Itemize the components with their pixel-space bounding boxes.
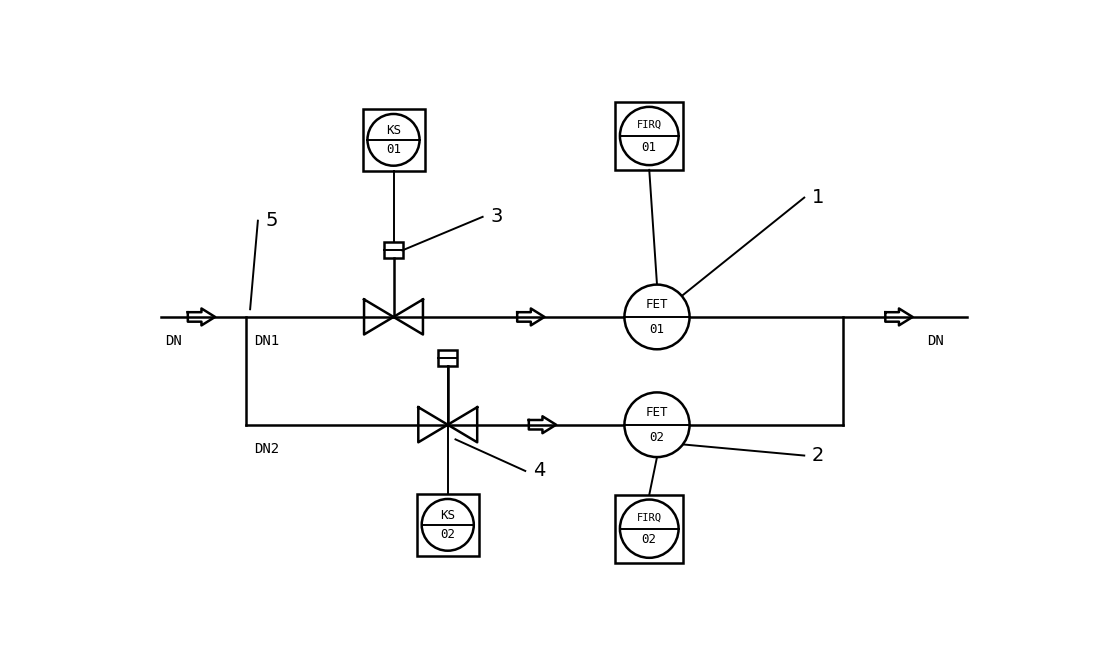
Circle shape bbox=[625, 285, 690, 349]
Text: 3: 3 bbox=[490, 207, 503, 226]
Text: 01: 01 bbox=[386, 143, 401, 156]
Text: FET: FET bbox=[646, 406, 668, 419]
Text: KS: KS bbox=[386, 123, 401, 136]
Text: 5: 5 bbox=[266, 211, 278, 230]
Bar bbox=[439, 350, 457, 366]
Text: 4: 4 bbox=[533, 462, 545, 481]
Circle shape bbox=[625, 393, 690, 457]
Text: DN: DN bbox=[927, 334, 943, 348]
Text: KS: KS bbox=[441, 509, 455, 522]
Text: DN2: DN2 bbox=[253, 441, 279, 456]
Bar bbox=[417, 494, 478, 556]
Text: DN1: DN1 bbox=[253, 334, 279, 348]
Text: FIRQ: FIRQ bbox=[637, 120, 661, 130]
Text: 01: 01 bbox=[649, 323, 665, 336]
Text: FET: FET bbox=[646, 298, 668, 311]
Bar bbox=[363, 109, 424, 171]
Text: DN: DN bbox=[165, 334, 182, 348]
Bar bbox=[615, 495, 683, 563]
Text: 02: 02 bbox=[649, 430, 665, 443]
Bar bbox=[383, 243, 403, 258]
Text: 02: 02 bbox=[641, 533, 657, 546]
Bar bbox=[615, 102, 683, 170]
Text: 02: 02 bbox=[441, 528, 455, 541]
Text: 1: 1 bbox=[812, 188, 824, 207]
Text: FIRQ: FIRQ bbox=[637, 512, 661, 523]
Text: 2: 2 bbox=[812, 446, 824, 465]
Text: 01: 01 bbox=[641, 141, 657, 154]
